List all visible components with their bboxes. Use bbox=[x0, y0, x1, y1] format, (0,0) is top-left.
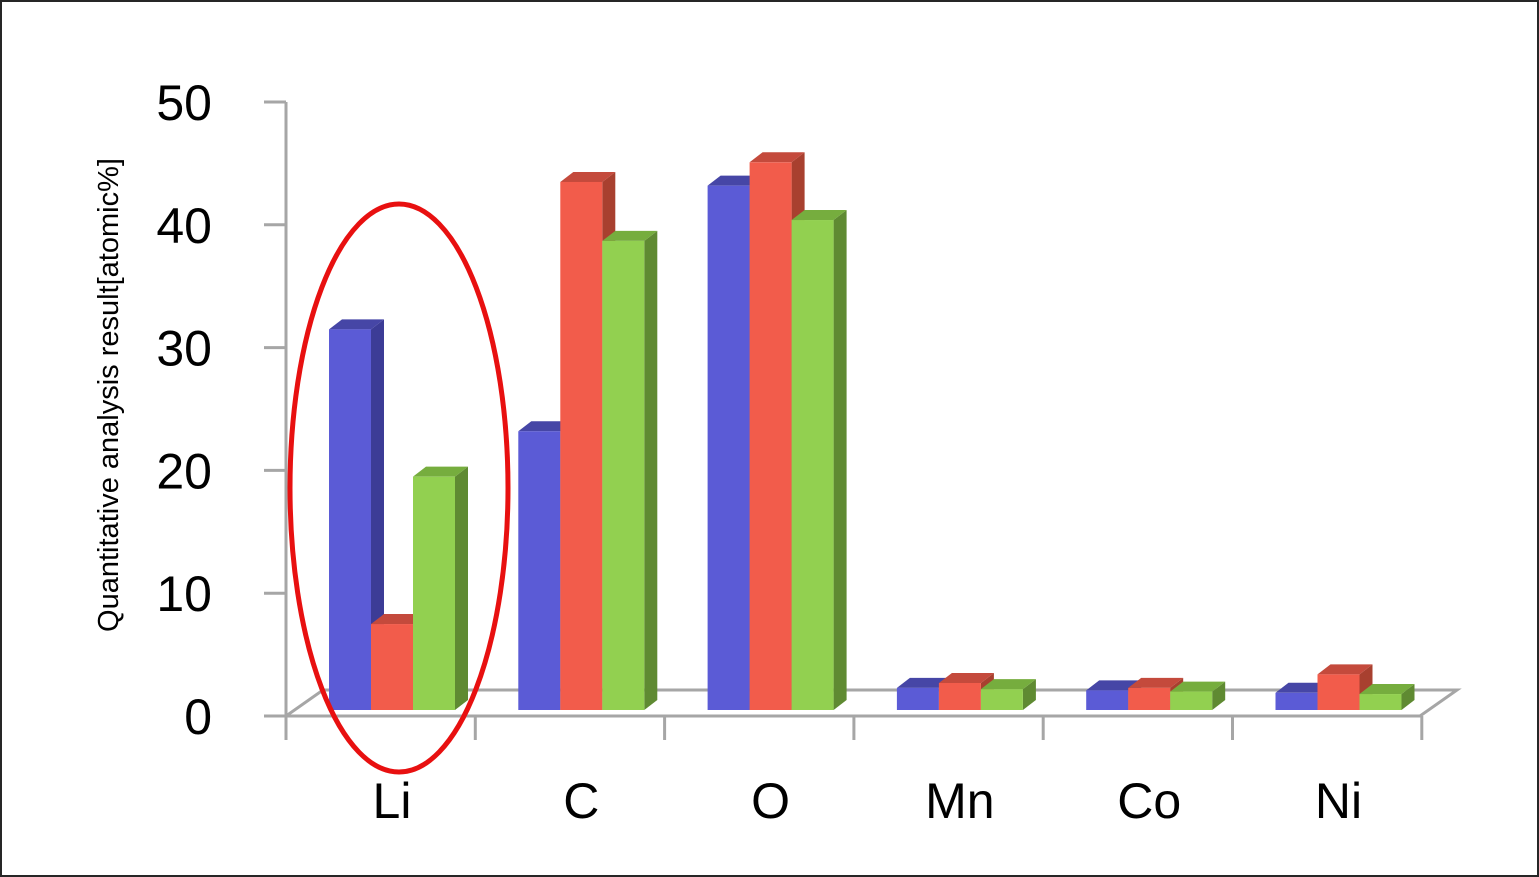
y-tick-label: 20 bbox=[156, 443, 212, 499]
bar-front bbox=[413, 476, 455, 710]
bar-mn-series-3 bbox=[980, 679, 1036, 710]
bar-top bbox=[1128, 677, 1184, 688]
bar-side bbox=[644, 230, 658, 711]
bar-front bbox=[896, 687, 939, 710]
bar-front bbox=[518, 431, 561, 710]
bar-front bbox=[329, 329, 371, 710]
bar-li-series-1 bbox=[329, 319, 384, 710]
bar-front bbox=[560, 181, 603, 710]
bar-top bbox=[791, 210, 847, 221]
category-label-o: O bbox=[751, 773, 790, 829]
bar-top bbox=[560, 171, 616, 182]
bar-side bbox=[833, 210, 847, 710]
bar-front bbox=[980, 689, 1023, 710]
bar-top bbox=[329, 319, 384, 330]
bar-c-series-3 bbox=[602, 230, 658, 711]
bar-front bbox=[938, 682, 981, 710]
bar-top bbox=[980, 679, 1036, 690]
bar-front bbox=[749, 162, 792, 710]
bar-top bbox=[518, 421, 574, 432]
bar-front bbox=[371, 624, 413, 710]
category-label-co: Co bbox=[1117, 773, 1181, 829]
bar-top bbox=[1359, 684, 1415, 695]
bar-side bbox=[1022, 679, 1036, 710]
highlight-ellipse bbox=[287, 201, 511, 775]
y-axis-title: Quantitative analysis result[atomic%] bbox=[93, 158, 125, 632]
bar-side bbox=[1212, 681, 1226, 710]
bar-top bbox=[938, 672, 994, 683]
y-tick-label: 30 bbox=[156, 321, 212, 377]
bar-ni-series-2 bbox=[1317, 664, 1373, 710]
bar-ni-series-3 bbox=[1359, 684, 1415, 710]
bar-front bbox=[1128, 687, 1171, 710]
bar-front bbox=[1359, 694, 1402, 710]
bar-side bbox=[455, 466, 468, 710]
bar-co-series-3 bbox=[1170, 681, 1226, 710]
y-tick-label: 0 bbox=[184, 689, 212, 745]
bar-top bbox=[1317, 664, 1373, 675]
bar-front bbox=[1275, 692, 1318, 710]
y-tick-label: 50 bbox=[156, 75, 212, 131]
category-label-ni: Ni bbox=[1315, 773, 1362, 829]
y-ticks: 0 10 20 30 40 50 bbox=[156, 75, 1424, 745]
bar-front bbox=[1317, 674, 1360, 710]
bar-side bbox=[371, 319, 384, 710]
category-label-mn: Mn bbox=[925, 773, 994, 829]
category-label-c: C bbox=[563, 773, 599, 829]
bar-top bbox=[1170, 681, 1226, 692]
bar-li-series-3 bbox=[413, 466, 468, 710]
bar-front bbox=[1086, 690, 1129, 710]
bar-front bbox=[1170, 691, 1213, 710]
bar-top bbox=[749, 152, 805, 163]
bar-top bbox=[413, 466, 468, 477]
y-tick-label: 40 bbox=[156, 198, 212, 254]
bar-top bbox=[371, 614, 426, 625]
bar-top bbox=[896, 677, 952, 688]
bar-front bbox=[707, 185, 750, 711]
category-label-li: Li bbox=[373, 773, 412, 829]
y-tick-label: 10 bbox=[156, 566, 212, 622]
bar-side bbox=[1401, 684, 1415, 710]
bars bbox=[329, 152, 1415, 711]
bar-top bbox=[1086, 680, 1142, 691]
bar-top bbox=[707, 175, 763, 186]
category-labels: Li C O Mn Co Ni bbox=[373, 773, 1363, 829]
bar-o-series-3 bbox=[791, 210, 847, 710]
bar-front bbox=[791, 220, 834, 710]
bar-front bbox=[602, 240, 645, 711]
bar-top bbox=[602, 230, 658, 241]
bar-top bbox=[1275, 682, 1331, 693]
